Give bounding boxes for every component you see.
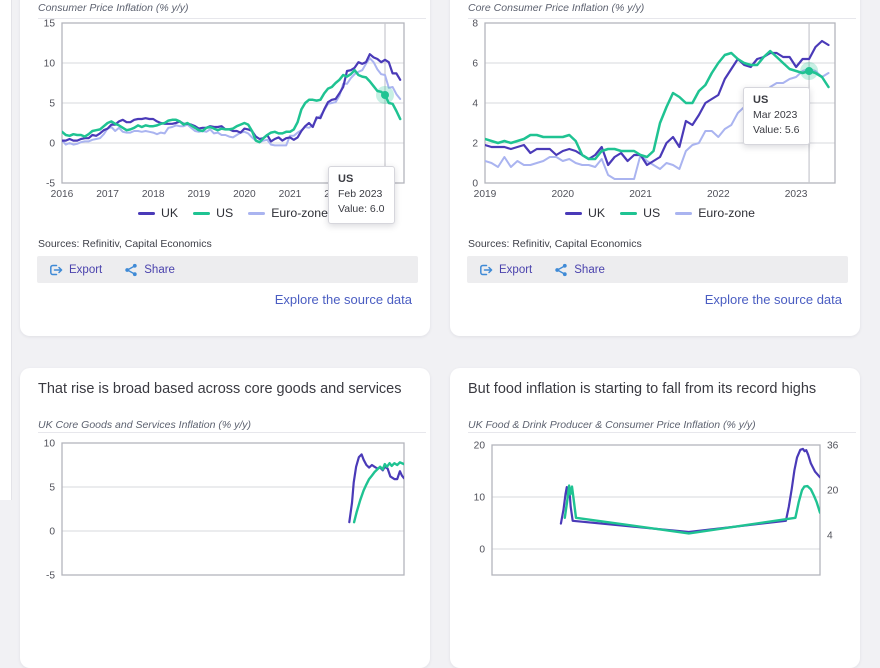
svg-text:15: 15 xyxy=(44,19,56,30)
chart-title: Consumer Price Inflation (% y/y) xyxy=(38,2,189,14)
svg-text:-5: -5 xyxy=(46,571,55,582)
svg-text:2021: 2021 xyxy=(279,189,302,200)
legend-item-uk[interactable]: UK xyxy=(138,206,178,220)
export-button[interactable]: Export xyxy=(479,263,532,277)
chart-tooltip: US Mar 2023 Value: 5.6 xyxy=(743,87,810,145)
title-divider xyxy=(38,18,426,19)
svg-text:20: 20 xyxy=(827,485,839,496)
legend-swatch xyxy=(193,211,211,215)
sources-note: Sources: Refinitiv, Capital Economics xyxy=(468,238,642,250)
svg-text:10: 10 xyxy=(44,59,56,70)
legend-label: US xyxy=(643,206,661,220)
title-divider xyxy=(38,432,426,433)
legend-item-us[interactable]: US xyxy=(193,206,233,220)
legend-swatch xyxy=(565,211,583,215)
page-edge-strip xyxy=(0,0,12,500)
svg-text:0: 0 xyxy=(49,527,55,538)
svg-text:5: 5 xyxy=(49,483,55,494)
svg-text:6: 6 xyxy=(472,59,478,70)
chart-card-food: But food inflation is starting to fall f… xyxy=(450,368,860,668)
share-button[interactable]: Share xyxy=(554,263,605,277)
chart-title: Core Consumer Price Inflation (% y/y) xyxy=(468,2,645,14)
share-label: Share xyxy=(574,263,605,276)
svg-text:4: 4 xyxy=(827,530,833,541)
svg-text:-5: -5 xyxy=(46,179,55,190)
chart-title: UK Core Goods and Services Inflation (% … xyxy=(38,419,252,431)
chart-card-core-cpi: Core Consumer Price Inflation (% y/y) 8 6… xyxy=(450,0,860,336)
svg-text:2019: 2019 xyxy=(474,189,497,200)
svg-text:36: 36 xyxy=(827,441,839,452)
share-icon xyxy=(555,263,567,276)
sources-note: Sources: Refinitiv, Capital Economics xyxy=(38,238,212,250)
svg-text:2016: 2016 xyxy=(51,189,74,200)
svg-text:2: 2 xyxy=(472,139,478,150)
svg-text:8: 8 xyxy=(472,19,478,30)
tooltip-value: Value: 6.0 xyxy=(338,203,385,215)
tooltip-value: Value: 5.6 xyxy=(753,124,800,136)
legend-item-euro-zone[interactable]: Euro-zone xyxy=(675,206,755,220)
svg-text:4: 4 xyxy=(472,99,478,110)
svg-text:2019: 2019 xyxy=(187,189,210,200)
title-divider xyxy=(468,432,856,433)
tooltip-date: Feb 2023 xyxy=(338,188,383,200)
share-button[interactable]: Share xyxy=(124,263,175,277)
svg-text:2021: 2021 xyxy=(629,189,652,200)
tooltip-series: US xyxy=(753,94,769,106)
chart-legend: UK US Euro-zone xyxy=(62,206,404,220)
legend-label: US xyxy=(216,206,234,220)
svg-text:10: 10 xyxy=(474,493,486,504)
explore-source-data-link[interactable]: Explore the source data xyxy=(274,292,412,307)
legend-label: UK xyxy=(588,206,606,220)
chart-title: UK Food & Drink Producer & Consumer Pric… xyxy=(468,419,756,431)
svg-text:0: 0 xyxy=(472,179,478,190)
legend-swatch xyxy=(248,211,266,215)
legend-item-uk[interactable]: UK xyxy=(565,206,605,220)
export-icon xyxy=(50,264,63,275)
legend-item-euro-zone[interactable]: Euro-zone xyxy=(248,206,328,220)
chart-tooltip: US Feb 2023 Value: 6.0 xyxy=(328,166,395,224)
svg-text:2020: 2020 xyxy=(233,189,256,200)
legend-swatch xyxy=(620,211,638,215)
export-label: Export xyxy=(499,263,533,276)
action-bar: Export Share xyxy=(467,256,848,283)
svg-text:2023: 2023 xyxy=(785,189,808,200)
share-icon xyxy=(125,263,137,276)
legend-swatch xyxy=(138,211,156,215)
legend-label: Euro-zone xyxy=(271,206,328,220)
tooltip-series: US xyxy=(338,173,354,185)
legend-item-us[interactable]: US xyxy=(620,206,660,220)
export-label: Export xyxy=(69,263,103,276)
svg-text:2022: 2022 xyxy=(707,189,730,200)
chart-legend: UK US Euro-zone xyxy=(485,206,835,220)
card-heading: That rise is broad based across core goo… xyxy=(38,381,402,397)
tooltip-date: Mar 2023 xyxy=(753,109,798,121)
legend-swatch xyxy=(675,211,693,215)
svg-text:20: 20 xyxy=(474,441,486,452)
svg-text:5: 5 xyxy=(49,99,55,110)
chart-card-cpi: Consumer Price Inflation (% y/y) 15 10 5 0 -… xyxy=(20,0,430,336)
card-heading: But food inflation is starting to fall f… xyxy=(468,381,817,397)
chart-card-goods-services: That rise is broad based across core goo… xyxy=(20,368,430,668)
export-button[interactable]: Export xyxy=(49,263,102,277)
explore-source-data-link[interactable]: Explore the source data xyxy=(704,292,842,307)
svg-text:2017: 2017 xyxy=(96,189,119,200)
legend-label: Euro-zone xyxy=(698,206,755,220)
food-inflation-chart[interactable]: 20 10 0 36 20 4 xyxy=(450,368,860,604)
svg-text:10: 10 xyxy=(44,439,56,450)
share-label: Share xyxy=(144,263,175,276)
svg-text:0: 0 xyxy=(479,545,485,556)
svg-text:2020: 2020 xyxy=(551,189,574,200)
title-divider xyxy=(468,18,856,19)
export-icon xyxy=(480,264,493,275)
svg-text:2018: 2018 xyxy=(142,189,165,200)
legend-label: UK xyxy=(161,206,179,220)
svg-text:0: 0 xyxy=(49,139,55,150)
action-bar: Export Share xyxy=(37,256,418,283)
goods-services-chart[interactable]: 10 5 0 -5 xyxy=(20,368,430,604)
